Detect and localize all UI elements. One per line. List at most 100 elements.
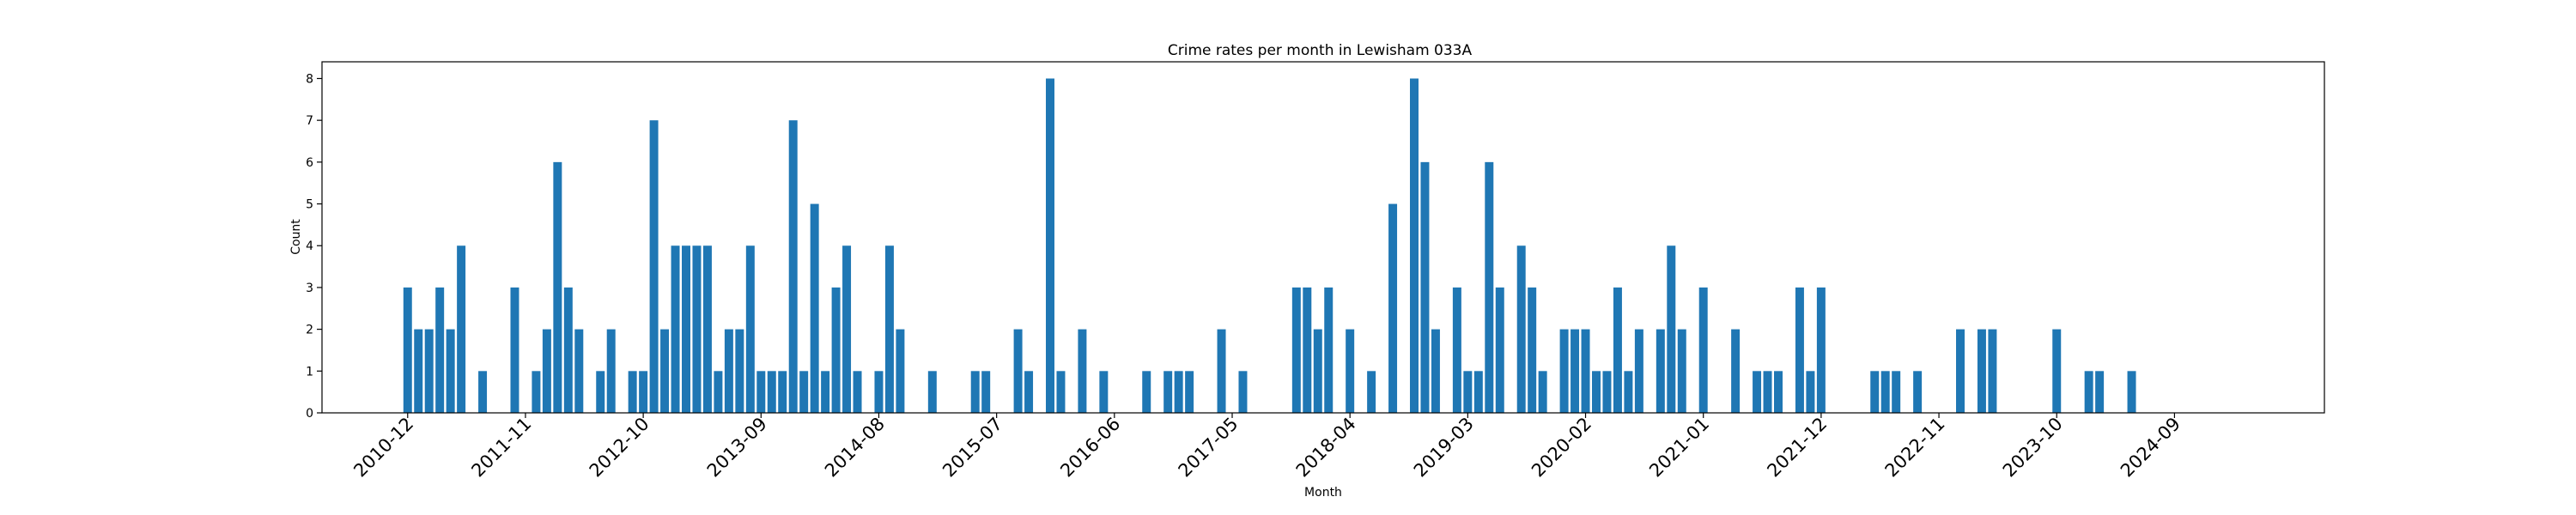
bar-2014-02	[810, 203, 819, 413]
bar-2011-12	[532, 371, 541, 413]
bar-2014-06	[853, 371, 862, 413]
bars	[403, 78, 2136, 414]
y-tick-label: 3	[306, 282, 313, 295]
bar-2020-10	[1667, 245, 1676, 413]
x-tick-label: 2021-12	[1763, 414, 1831, 482]
bar-2020-01	[1571, 329, 1580, 413]
plot-frame	[321, 61, 2325, 414]
bar-2013-10	[767, 371, 776, 413]
bar-2013-12	[788, 120, 798, 414]
x-tick-label: 2010-12	[349, 414, 417, 482]
bar-2017-04	[1217, 329, 1226, 413]
bar-2021-07	[1763, 371, 1772, 413]
bar-2019-09	[1528, 287, 1537, 413]
y-tick-label: 2	[306, 324, 313, 337]
x-tick-label: 2014-08	[821, 414, 889, 482]
y-axis-label: Count	[289, 219, 303, 255]
x-tick-label: 2022-11	[1881, 414, 1949, 482]
bar-2013-01	[671, 245, 680, 413]
bar-2020-02	[1581, 329, 1590, 413]
bar-2022-09	[1913, 371, 1923, 413]
y-tick-label: 5	[306, 198, 313, 212]
bar-2018-10	[1410, 78, 1419, 413]
bar-2015-10	[1024, 371, 1034, 413]
x-axis: 2010-12 2011-11 2012-10 2013-09 2014-08 2015-…	[349, 413, 2184, 482]
x-tick-label: 2016-06	[1056, 414, 1124, 482]
bar-2017-12	[1303, 287, 1312, 413]
bar-2013-04	[702, 245, 712, 413]
bar-2020-06	[1624, 371, 1633, 413]
bar-2018-06	[1367, 371, 1376, 413]
x-tick-label: 2023-10	[1999, 414, 2067, 482]
bar-2018-01	[1313, 329, 1322, 413]
bar-2011-07	[478, 371, 488, 413]
bar-2013-08	[745, 245, 755, 413]
bar-2012-02	[553, 161, 562, 414]
bar-2019-05	[1485, 161, 1494, 414]
bar-2014-03	[821, 371, 830, 413]
bar-2019-02	[1452, 287, 1461, 413]
bar-2014-05	[842, 245, 852, 413]
bar-2016-12	[1174, 371, 1183, 413]
x-tick-label: 2020-02	[1528, 414, 1595, 482]
bar-2018-02	[1324, 287, 1334, 413]
bar-2023-01	[1956, 329, 1965, 413]
bar-2014-09	[884, 245, 894, 413]
bar-2020-07	[1634, 329, 1643, 413]
x-tick-label: 2021-01	[1645, 414, 1713, 482]
bar-2013-07	[735, 329, 744, 413]
bar-2015-12	[1046, 78, 1054, 413]
bar-2019-12	[1559, 329, 1569, 413]
y-tick-label: 0	[306, 407, 313, 421]
bar-2013-11	[778, 371, 787, 413]
bar-2022-07	[1892, 371, 1901, 413]
bar-2024-05	[2127, 371, 2136, 413]
bar-2013-06	[724, 329, 733, 413]
bar-2015-06	[981, 371, 991, 413]
bar-2020-09	[1656, 329, 1665, 413]
bar-2023-03	[1977, 329, 1986, 413]
bar-2021-01	[1698, 287, 1708, 413]
x-tick-label: 2024-09	[2117, 414, 2184, 482]
x-tick-label: 2013-09	[703, 414, 771, 482]
bar-2012-03	[563, 287, 573, 413]
x-tick-label: 2017-05	[1175, 414, 1242, 482]
y-tick-label: 4	[306, 239, 313, 253]
bar-2012-10	[639, 371, 648, 413]
x-tick-label: 2011-11	[467, 414, 535, 482]
bar-2012-04	[574, 329, 584, 413]
bar-2019-10	[1538, 371, 1547, 413]
bar-2011-04	[446, 329, 455, 413]
bar-2022-05	[1870, 371, 1880, 413]
x-axis-label: Month	[1304, 486, 1342, 500]
bar-2022-06	[1880, 371, 1890, 413]
bar-2012-09	[628, 371, 637, 413]
bar-2019-04	[1473, 371, 1483, 413]
x-tick-label: 2015-07	[939, 414, 1006, 482]
bar-2018-12	[1431, 329, 1440, 413]
bar-2013-09	[756, 371, 766, 413]
y-tick-label: 8	[306, 72, 313, 86]
bar-2019-03	[1463, 371, 1473, 413]
bar-2014-04	[831, 287, 841, 413]
bar-2013-03	[692, 245, 702, 413]
bar-2011-01	[414, 329, 423, 413]
bar-2016-01	[1056, 371, 1066, 413]
bar-2012-12	[660, 329, 670, 413]
bar-2020-03	[1592, 371, 1601, 413]
bar-2023-04	[1988, 329, 1997, 413]
bar-2012-01	[542, 329, 551, 413]
bar-2014-08	[874, 371, 884, 413]
bar-2012-07	[606, 329, 616, 413]
bar-2018-04	[1346, 329, 1355, 413]
bar-2011-02	[424, 329, 434, 413]
bar-2020-05	[1613, 287, 1622, 413]
bar-2018-08	[1388, 203, 1398, 413]
bar-2021-08	[1774, 371, 1783, 413]
bar-2020-04	[1602, 371, 1612, 413]
y-axis: 0 1 2 3 4 5 6 7 8	[306, 72, 322, 421]
bar-2024-02	[2095, 371, 2105, 413]
bar-2010-12	[403, 287, 412, 413]
bar-2018-11	[1420, 161, 1430, 414]
